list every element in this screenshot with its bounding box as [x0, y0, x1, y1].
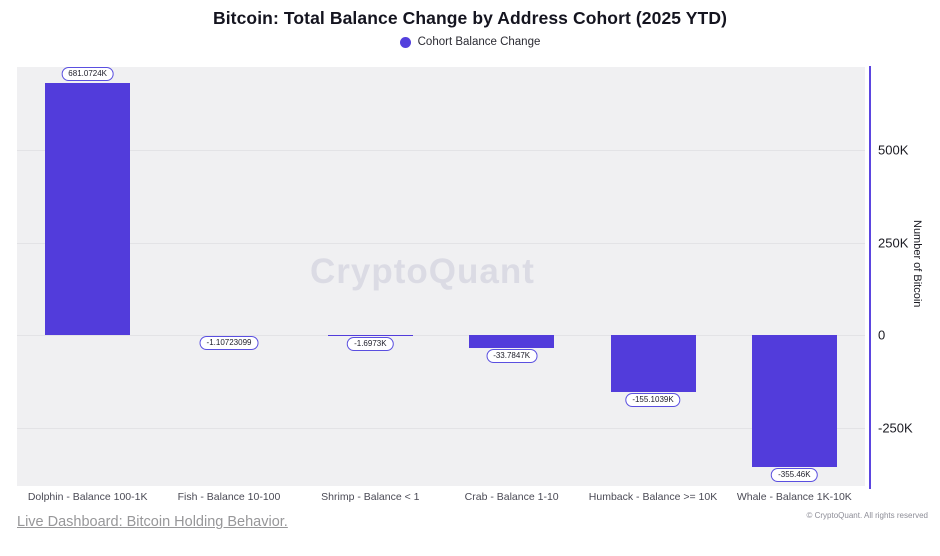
- value-label-humback: -155.1039K: [625, 393, 681, 408]
- value-label-dolphin: 681.0724K: [61, 67, 115, 81]
- x-label-fish: Fish - Balance 10-100: [177, 491, 281, 503]
- value-label-whale: -355.46K: [771, 467, 818, 482]
- x-label-crab: Crab - Balance 1-10: [464, 491, 559, 503]
- y-axis-line: [869, 66, 871, 489]
- bar-whale[interactable]: [751, 335, 837, 467]
- live-dashboard-link[interactable]: Live Dashboard: Bitcoin Holding Behavior…: [17, 514, 288, 530]
- x-label-whale: Whale - Balance 1K-10K: [736, 491, 852, 503]
- bar-shrimp[interactable]: [327, 335, 413, 336]
- value-label-shrimp: -1.6973K: [347, 336, 394, 351]
- value-label-crab: -33.7847K: [486, 348, 538, 363]
- copyright-text: © CryptoQuant. All rights reserved: [806, 511, 929, 520]
- y-tick-label-250K: 250K: [878, 235, 909, 250]
- gridline--250K: [17, 427, 865, 429]
- y-axis-title: Number of Bitcoin: [911, 220, 923, 308]
- y-tick-label-0: 0: [878, 327, 886, 343]
- cryptoquant-watermark: CryptoQuant: [310, 252, 535, 291]
- x-label-humback: Humback - Balance >= 10K: [588, 491, 718, 503]
- bar-crab[interactable]: [469, 335, 555, 348]
- gridline-0: [17, 335, 865, 336]
- plot-area: CryptoQuant 681.0724K -1.10723099 -1.6973K…: [17, 67, 865, 486]
- x-label-dolphin: Dolphin - Balance 100-1K: [27, 491, 148, 503]
- legend-dot-icon: [399, 36, 411, 48]
- bar-humback[interactable]: [610, 335, 696, 393]
- gridline-500K: [17, 150, 865, 151]
- y-tick-label--250K: -250K: [878, 420, 913, 435]
- x-label-shrimp: Shrimp - Balance < 1: [321, 491, 420, 503]
- legend-label: Cohort Balance Change: [417, 36, 541, 48]
- chart-title: Bitcoin: Total Balance Change by Address…: [212, 8, 728, 28]
- gridline-250K: [17, 242, 865, 244]
- x-axis-labels: Dolphin - Balance 100-1K Fish - Balance 1…: [17, 491, 865, 507]
- y-tick-label-500K: 500K: [878, 142, 909, 158]
- bar-dolphin[interactable]: [45, 83, 131, 335]
- legend-item-cohort-balance-change[interactable]: Cohort Balance Change: [0, 36, 940, 48]
- value-label-fish: -1.10723099: [199, 336, 259, 350]
